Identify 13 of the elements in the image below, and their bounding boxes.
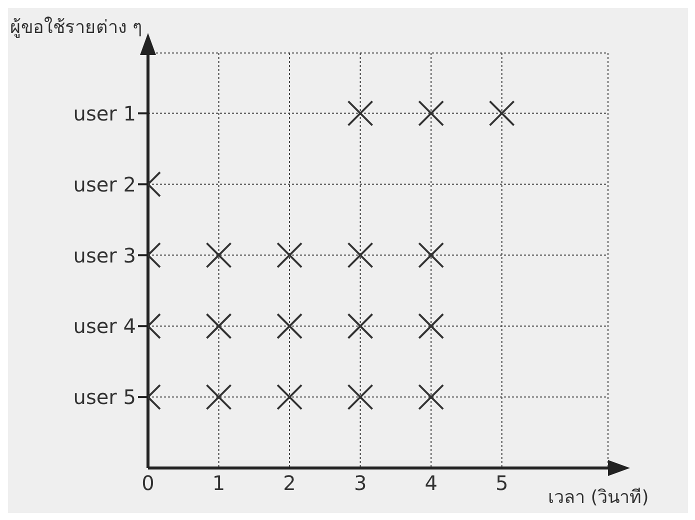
- x-tick-label: 5: [495, 471, 508, 496]
- x-tick-label: 1: [212, 471, 226, 496]
- y-tick-label: user 1: [73, 101, 136, 126]
- x-tick-label: 0: [142, 471, 154, 496]
- y-tick-label: user 3: [73, 243, 136, 268]
- y-tick-label: user 4: [73, 314, 136, 338]
- y-axis-title: ผู้ขอใช้รายต่าง ๆ: [10, 16, 143, 40]
- x-tick-label: 2: [283, 471, 296, 496]
- x-axis-title: เวลา (วินาที): [548, 486, 649, 510]
- x-tick-label: 4: [424, 471, 438, 496]
- y-tick-label: user 2: [73, 172, 136, 196]
- x-tick-label: 3: [354, 471, 367, 496]
- y-tick-label: user 5: [73, 385, 136, 410]
